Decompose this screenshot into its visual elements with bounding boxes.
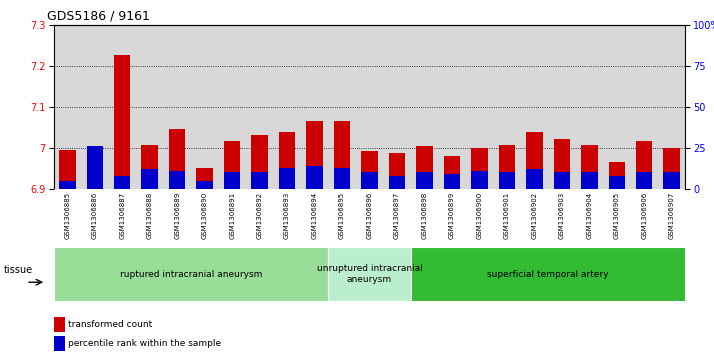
Bar bbox=[411, 247, 685, 301]
Text: GSM1306902: GSM1306902 bbox=[531, 192, 538, 239]
Bar bbox=[54, 336, 65, 351]
Text: GSM1306896: GSM1306896 bbox=[366, 192, 373, 239]
Text: GSM1306904: GSM1306904 bbox=[586, 192, 593, 239]
Bar bbox=[498, 172, 515, 189]
Bar bbox=[416, 172, 433, 189]
Text: GSM1306892: GSM1306892 bbox=[256, 192, 263, 239]
Text: percentile rank within the sample: percentile rank within the sample bbox=[68, 339, 221, 348]
Bar bbox=[306, 121, 323, 189]
Bar bbox=[498, 145, 515, 189]
Text: transformed count: transformed count bbox=[68, 320, 152, 329]
Bar bbox=[636, 172, 653, 189]
Bar bbox=[224, 172, 241, 189]
Text: GSM1306899: GSM1306899 bbox=[449, 192, 455, 239]
Bar bbox=[86, 146, 103, 189]
Text: GSM1306885: GSM1306885 bbox=[64, 192, 70, 239]
Text: GSM1306906: GSM1306906 bbox=[641, 192, 647, 239]
Bar bbox=[388, 176, 406, 189]
Bar bbox=[114, 55, 131, 189]
Bar bbox=[251, 172, 268, 189]
Text: GSM1306907: GSM1306907 bbox=[669, 192, 675, 239]
Text: GSM1306894: GSM1306894 bbox=[311, 192, 318, 239]
Bar bbox=[471, 147, 488, 189]
Bar bbox=[279, 168, 296, 189]
Text: unruptured intracranial
aneurysm: unruptured intracranial aneurysm bbox=[316, 264, 423, 284]
Bar bbox=[59, 150, 76, 189]
Bar bbox=[86, 147, 103, 189]
Text: GDS5186 / 9161: GDS5186 / 9161 bbox=[47, 10, 150, 23]
Bar bbox=[279, 132, 296, 189]
Text: GSM1306888: GSM1306888 bbox=[146, 192, 153, 239]
Bar bbox=[581, 145, 598, 189]
Text: GSM1306905: GSM1306905 bbox=[614, 192, 620, 239]
Text: GSM1306890: GSM1306890 bbox=[201, 192, 208, 239]
Bar bbox=[169, 129, 186, 189]
Bar bbox=[141, 169, 158, 189]
Bar bbox=[333, 121, 351, 189]
Bar bbox=[54, 317, 65, 332]
Bar bbox=[553, 172, 570, 189]
Bar bbox=[388, 153, 406, 189]
Bar bbox=[443, 174, 460, 189]
Bar bbox=[169, 171, 186, 189]
Bar bbox=[526, 132, 543, 189]
Bar bbox=[59, 181, 76, 189]
Bar bbox=[361, 172, 378, 189]
Bar bbox=[636, 141, 653, 189]
Text: GSM1306898: GSM1306898 bbox=[421, 192, 428, 239]
Bar bbox=[251, 135, 268, 189]
Bar bbox=[361, 151, 378, 189]
Bar bbox=[663, 147, 680, 189]
Text: GSM1306886: GSM1306886 bbox=[92, 192, 98, 239]
Text: GSM1306887: GSM1306887 bbox=[119, 192, 125, 239]
Bar bbox=[553, 139, 570, 189]
Bar bbox=[608, 162, 625, 189]
Bar bbox=[581, 172, 598, 189]
Bar bbox=[328, 247, 411, 301]
Text: GSM1306895: GSM1306895 bbox=[339, 192, 345, 239]
Bar bbox=[663, 172, 680, 189]
Text: tissue: tissue bbox=[4, 265, 33, 276]
Bar bbox=[333, 168, 351, 189]
Bar bbox=[306, 166, 323, 189]
Bar bbox=[196, 168, 213, 189]
Bar bbox=[416, 146, 433, 189]
Bar bbox=[608, 176, 625, 189]
Text: GSM1306900: GSM1306900 bbox=[476, 192, 483, 239]
Bar bbox=[196, 181, 213, 189]
Bar bbox=[443, 156, 460, 189]
Text: GSM1306893: GSM1306893 bbox=[284, 192, 290, 239]
Text: GSM1306891: GSM1306891 bbox=[229, 192, 235, 239]
Text: GSM1306901: GSM1306901 bbox=[504, 192, 510, 239]
Text: superficial temporal artery: superficial temporal artery bbox=[487, 270, 609, 278]
Text: GSM1306897: GSM1306897 bbox=[394, 192, 400, 239]
Text: GSM1306903: GSM1306903 bbox=[559, 192, 565, 239]
Bar bbox=[471, 171, 488, 189]
Bar bbox=[114, 176, 131, 189]
Text: GSM1306889: GSM1306889 bbox=[174, 192, 180, 239]
Text: ruptured intracranial aneurysm: ruptured intracranial aneurysm bbox=[120, 270, 262, 278]
Bar bbox=[141, 145, 158, 189]
Bar bbox=[526, 169, 543, 189]
Bar bbox=[224, 141, 241, 189]
Bar bbox=[54, 247, 328, 301]
